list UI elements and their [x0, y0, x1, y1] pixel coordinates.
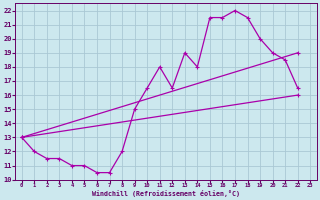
- X-axis label: Windchill (Refroidissement éolien,°C): Windchill (Refroidissement éolien,°C): [92, 190, 240, 197]
